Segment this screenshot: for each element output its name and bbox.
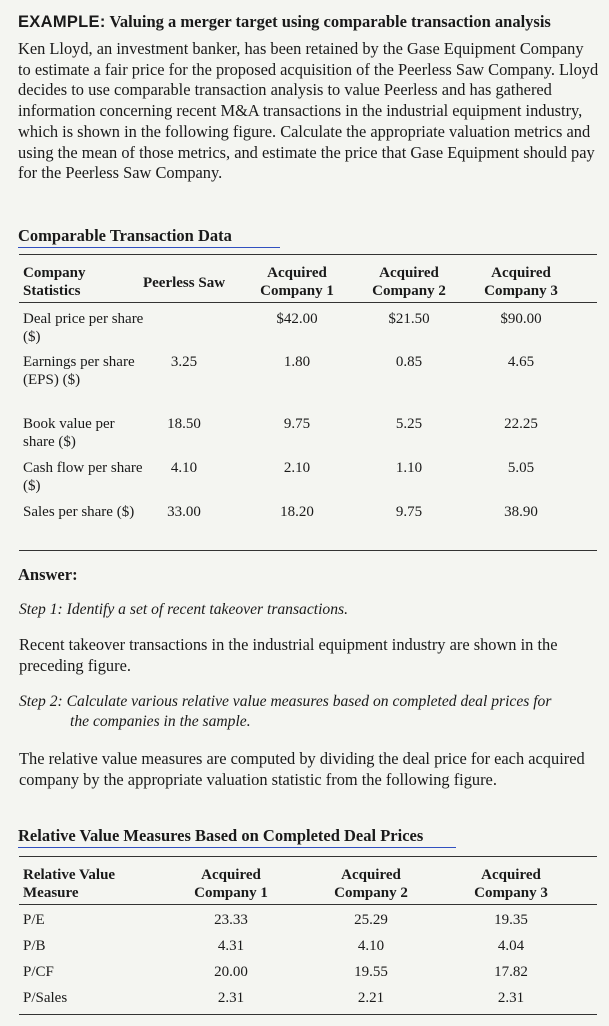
comparable-col-peerless: Peerless Saw [142, 275, 226, 291]
cell-company3: 19.35 [494, 912, 528, 928]
row-label: Earnings per share (EPS) ($) [23, 354, 135, 388]
comparable-header-rule [19, 302, 597, 303]
step-2-body: The relative value measures are computed… [19, 749, 585, 789]
relative-col-measure: Relative Value Measure [23, 867, 116, 901]
cell-company1: 20.00 [214, 964, 248, 980]
row-label: P/Sales [23, 990, 68, 1006]
cell-company2: 9.75 [395, 504, 423, 520]
cell-company1: 23.33 [214, 912, 248, 928]
comparable-table: Company Statistics Peerless Saw Acquired… [19, 256, 597, 546]
row-label: Book value per share ($) [23, 416, 115, 450]
cell-company1: 2.10 [283, 460, 311, 476]
cell-peerless: 33.00 [167, 504, 201, 520]
step-1: Step 1: Identify a set of recent takeove… [19, 600, 597, 620]
cell-company3: 4.04 [497, 938, 525, 954]
intro-paragraph: Ken Lloyd, an investment banker, has bee… [18, 39, 599, 183]
cell-company2: 2.21 [357, 990, 385, 1006]
comparable-col-statistics: Company Statistics [23, 265, 86, 299]
row-label: P/E [23, 912, 45, 928]
cell-company2: $21.50 [388, 311, 430, 327]
example-title-text: Valuing a merger target using comparable… [109, 12, 551, 31]
cell-company2: 0.85 [395, 354, 423, 370]
comparable-bottom-rule [19, 550, 597, 551]
row-label: Deal price per share ($) [23, 311, 144, 345]
cell-company3: 17.82 [494, 964, 528, 980]
cell-company1: 4.31 [217, 938, 245, 954]
relative-heading-underline [18, 847, 456, 848]
cell-company3: $90.00 [500, 311, 542, 327]
cell-company3: 22.25 [504, 416, 538, 432]
cell-peerless: 3.25 [170, 354, 198, 370]
cell-company3: 2.31 [497, 990, 525, 1006]
comparable-heading: Comparable Transaction Data [18, 226, 232, 245]
relative-bottom-rule [19, 1014, 597, 1015]
example-title: EXAMPLE: Valuing a merger target using c… [18, 12, 603, 32]
cell-company1: $42.00 [276, 311, 318, 327]
row-label: P/B [23, 938, 46, 954]
step-1-text: Identify a set of recent takeover transa… [66, 601, 348, 618]
row-label: Sales per share ($) [23, 504, 135, 520]
step-2-label: Step 2: [19, 693, 63, 710]
relative-heading: Relative Value Measures Based on Complet… [18, 826, 424, 845]
comparable-heading-underline [18, 247, 280, 248]
cell-company2: 4.10 [357, 938, 385, 954]
relative-col-company2: Acquired Company 2 [334, 867, 408, 901]
cell-company2: 19.55 [354, 964, 388, 980]
answer-heading: Answer: [18, 565, 78, 584]
cell-company2: 5.25 [395, 416, 423, 432]
step-2: Step 2: Calculate various relative value… [19, 692, 597, 732]
cell-peerless: 4.10 [170, 460, 198, 476]
relative-top-rule [19, 856, 597, 857]
comparable-top-rule [19, 254, 597, 255]
row-label: Cash flow per share ($) [23, 460, 143, 494]
cell-company2: 1.10 [395, 460, 423, 476]
comparable-col-company2: Acquired Company 2 [372, 265, 446, 299]
row-label: P/CF [23, 964, 54, 980]
comparable-col-company3: Acquired Company 3 [484, 265, 558, 299]
step-2-text-line1: Calculate various relative value measure… [66, 693, 552, 710]
cell-company1: 18.20 [280, 504, 314, 520]
cell-company2: 25.29 [354, 912, 388, 928]
relative-col-company3: Acquired Company 3 [474, 867, 548, 901]
cell-company1: 2.31 [217, 990, 245, 1006]
cell-company3: 38.90 [504, 504, 538, 520]
comparable-col-company1: Acquired Company 1 [260, 265, 334, 299]
cell-company1: 1.80 [283, 354, 311, 370]
example-label: EXAMPLE: [18, 13, 106, 31]
step-2-text-line2: the companies in the sample. [70, 713, 251, 730]
relative-col-company1: Acquired Company 1 [194, 867, 268, 901]
step-1-body: Recent takeover transactions in the indu… [19, 635, 558, 675]
cell-peerless: 18.50 [167, 416, 201, 432]
relative-table: Relative Value Measure Acquired Company … [19, 858, 597, 1018]
cell-company3: 4.65 [507, 354, 535, 370]
cell-company1: 9.75 [283, 416, 311, 432]
relative-header-rule [19, 904, 597, 905]
step-1-label: Step 1: [19, 601, 63, 618]
cell-company3: 5.05 [507, 460, 535, 476]
